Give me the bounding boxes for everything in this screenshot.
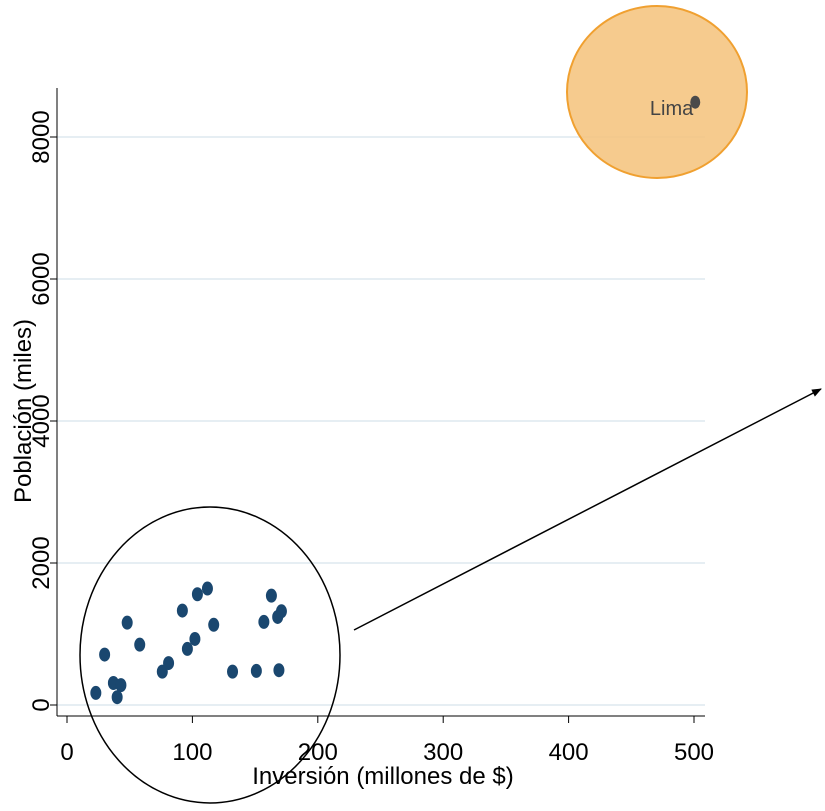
data-point <box>250 663 262 678</box>
y-tick-label: 2000 <box>28 536 55 589</box>
y-tick-label: 0 <box>28 698 55 711</box>
x-tick-label: 400 <box>549 739 589 766</box>
x-tick-label: 300 <box>423 739 463 766</box>
y-tick-label: 8000 <box>28 110 55 163</box>
data-point <box>115 678 127 693</box>
pointer-arrow <box>353 388 822 631</box>
data-point <box>265 588 277 603</box>
axis-labels: 0 2000 4000 6000 8000 0 100 200 300 400 500 Inversi… <box>10 98 714 790</box>
data-point <box>275 604 287 619</box>
data-point <box>176 603 188 618</box>
y-tick-label: 4000 <box>28 394 55 447</box>
gridlines <box>57 136 705 706</box>
x-tick-label: 500 <box>674 739 714 766</box>
data-point <box>111 690 123 705</box>
annotations <box>79 5 822 804</box>
data-point <box>163 656 175 671</box>
data-point <box>90 685 102 700</box>
data-point <box>181 641 193 656</box>
data-point <box>189 631 201 646</box>
data-point <box>201 581 213 596</box>
y-tick-label: 6000 <box>28 252 55 305</box>
data-points <box>90 95 701 705</box>
data-point <box>99 647 111 662</box>
highlight-point-label: Lima <box>650 98 694 120</box>
data-point <box>273 663 285 678</box>
x-axis-title: Inversión (millones de $) <box>252 763 513 790</box>
highlight-point <box>690 95 701 109</box>
data-point <box>134 637 146 652</box>
axes <box>50 88 705 723</box>
data-point <box>258 614 270 629</box>
data-point <box>227 664 239 679</box>
data-point <box>208 617 220 632</box>
data-point <box>191 587 203 602</box>
cluster-ellipse <box>79 506 341 804</box>
highlight-ellipse <box>566 5 748 179</box>
x-tick-label: 100 <box>172 739 212 766</box>
x-tick-label: 200 <box>298 739 338 766</box>
y-axis-title: Población (miles) <box>10 319 37 503</box>
x-tick-label: 0 <box>60 739 73 766</box>
data-point <box>121 615 133 630</box>
